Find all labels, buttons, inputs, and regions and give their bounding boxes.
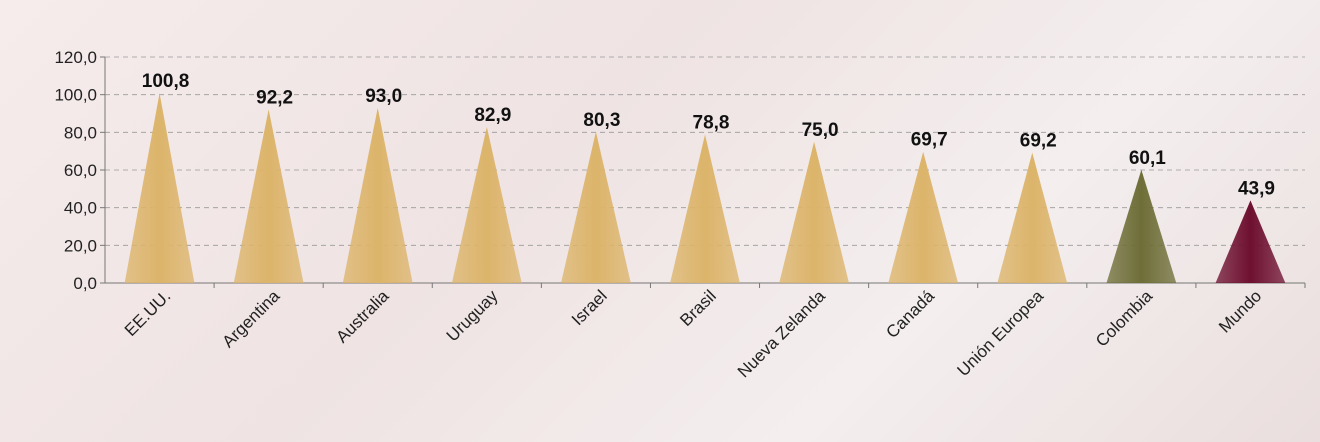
y-tick-label: 100,0 [54,86,97,105]
y-tick-label: 0,0 [73,274,97,293]
value-label: 60,1 [1129,148,1166,169]
y-tick-label: 40,0 [64,199,97,218]
y-tick-label: 60,0 [64,161,97,180]
value-label: 100,8 [142,71,190,92]
bar [342,107,413,283]
x-tick-label: Argentina [219,286,284,351]
value-label: 93,0 [365,86,402,107]
value-label: 82,9 [474,105,511,126]
bar [1215,200,1286,283]
x-tick-label: Uruguay [443,286,502,345]
bar [124,93,195,283]
x-tick-label: Israel [568,286,611,329]
value-label: 80,3 [583,110,620,131]
x-tick-label: Brasil [676,286,719,329]
bar [451,126,522,283]
x-tick-label: Nueva Zelanda [734,286,829,381]
bar [888,151,959,283]
y-tick-label: 80,0 [64,123,97,142]
value-label: 43,9 [1238,178,1275,199]
value-label: 92,2 [256,87,293,108]
value-label: 69,2 [1020,131,1057,152]
y-tick-label: 20,0 [64,236,97,255]
value-label: 75,0 [802,120,839,141]
x-tick-label: Mundo [1215,286,1265,336]
value-label: 69,7 [911,130,948,151]
x-tick-label: EE.UU. [121,286,175,340]
x-tick-label: Unión Europea [953,286,1047,380]
bar [233,109,304,284]
x-tick-label: Australia [332,286,393,347]
x-tick-label: Colombia [1092,286,1157,351]
value-label: 78,8 [693,113,730,134]
bar [561,131,631,283]
x-tick-label: Canadá [882,286,938,342]
bar [670,134,740,283]
y-tick-label: 120,0 [54,48,97,67]
bar [779,141,849,283]
bar [997,152,1068,283]
bar [1106,169,1177,283]
